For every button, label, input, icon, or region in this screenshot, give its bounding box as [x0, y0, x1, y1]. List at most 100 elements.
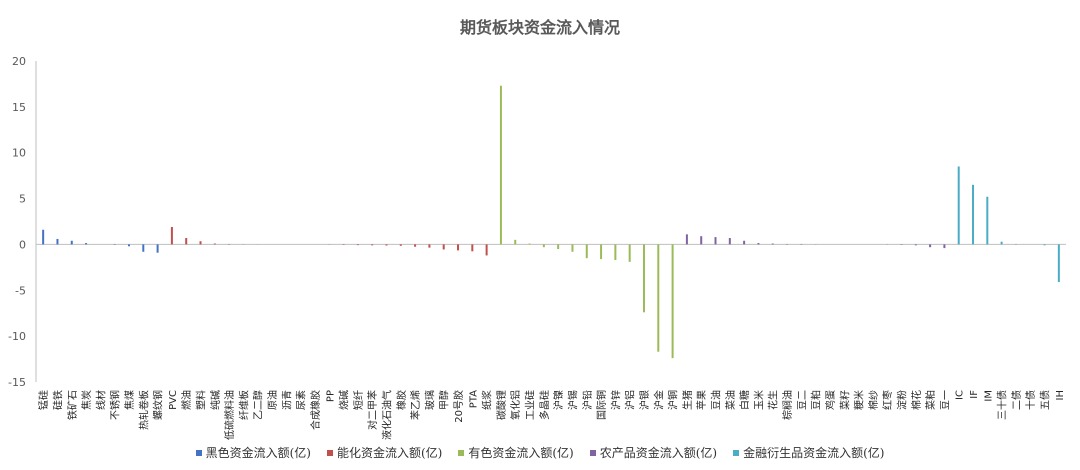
x-tick-label: 乙二醇 [252, 390, 265, 420]
y-tick-label: 0 [19, 238, 26, 251]
legend-item: 农产品资金流入额(亿) [589, 444, 717, 461]
bar [771, 243, 774, 245]
bar [385, 244, 388, 246]
x-tick-label: 硅铁 [51, 390, 64, 410]
bar [571, 244, 574, 252]
legend-swatch [458, 449, 465, 456]
x-tick-label: 短纤 [352, 390, 365, 410]
x-tick-label: 沪银 [638, 390, 651, 410]
x-tick-label: 对二甲苯 [366, 390, 379, 430]
legend: 黑色资金流入额(亿) 能化资金流入额(亿) 有色资金流入额(亿) 农产品资金流入额(亿… [0, 444, 1080, 461]
bar [156, 244, 159, 253]
x-tick-label: 五债 [1039, 390, 1052, 410]
x-tick-label: 豆一 [939, 390, 951, 410]
bar [428, 244, 431, 248]
x-tick-label: 沪锡 [566, 390, 579, 410]
x-tick-label: 玉米 [752, 390, 765, 410]
legend-swatch [733, 449, 740, 456]
bar [42, 229, 45, 245]
legend-label: 有色资金流入额(亿) [468, 446, 574, 460]
x-tick-label: 花生 [767, 390, 780, 410]
bar [371, 244, 374, 246]
bar [442, 244, 445, 250]
x-tick-label: 沪铜 [667, 390, 680, 410]
x-tick-label: 20号胶 [452, 390, 465, 423]
bar [185, 238, 188, 245]
x-tick-label: 鸡蛋 [824, 390, 837, 410]
chart-title: 期货板块资金流入情况 [459, 18, 620, 37]
bar [929, 244, 932, 248]
legend-item: 有色资金流入额(亿) [458, 444, 574, 461]
y-tick-label: -15 [8, 376, 26, 389]
x-tick-label: 沪金 [652, 390, 665, 410]
y-tick-label: -10 [8, 330, 26, 343]
x-tick-label: IM [983, 390, 994, 402]
y-tick-label: 10 [12, 147, 26, 160]
bar [514, 239, 517, 245]
bar [457, 244, 460, 251]
axis-layer [35, 61, 1066, 382]
x-tick-label: 燃油 [180, 390, 193, 410]
x-tick-label: 尿素 [295, 390, 308, 410]
x-tick-label: 多晶硅 [538, 390, 551, 420]
x-tick-label: 沪铅 [581, 390, 594, 410]
bar [499, 85, 502, 245]
x-tick-label: 玻璃 [423, 390, 436, 410]
x-tick-label: 棉纱 [867, 390, 880, 410]
x-tick-label: 液化石油气 [380, 390, 393, 440]
x-tick-label: 烧碱 [338, 390, 351, 410]
bar [642, 244, 645, 313]
x-tick-label: 塑料 [195, 390, 208, 410]
bar [213, 243, 216, 245]
bar [542, 244, 545, 248]
x-tick-label: 原油 [266, 390, 279, 410]
bar [600, 244, 603, 260]
bar [1057, 244, 1060, 283]
legend-item: 金融衍生品资金流入额(亿) [733, 444, 884, 461]
x-tick-label: 氧化铝 [509, 390, 522, 420]
bar [614, 244, 617, 261]
x-tick-label: 沥青 [280, 390, 293, 410]
x-tick-label: 菜籽 [839, 390, 851, 410]
x-tick-label: 螺纹钢 [152, 390, 165, 420]
y-tick-label: -5 [15, 284, 26, 297]
x-tick-label: 不锈钢 [109, 390, 122, 420]
x-tick-label: 国际铜 [596, 390, 608, 420]
legend-swatch [589, 449, 596, 456]
x-tick-label: 豆粕 [810, 390, 823, 410]
legend-label: 黑色资金流入额(亿) [205, 446, 311, 460]
x-tick-label: 二债 [1010, 390, 1023, 410]
legend-swatch [326, 449, 333, 456]
x-tick-label: 白糖 [738, 390, 751, 410]
x-tick-label: IF [969, 390, 980, 399]
x-tick-label: PVC [168, 390, 179, 410]
x-tick-label: 铁矿石 [66, 390, 79, 420]
x-tick-label: 焦炭 [80, 390, 93, 410]
x-tick-label: 锰硅 [37, 390, 50, 410]
x-tick-label: 沪锌 [609, 390, 622, 410]
bar [399, 244, 402, 246]
bar [56, 238, 59, 245]
bar [972, 184, 975, 245]
x-tick-label: 焦煤 [123, 390, 136, 410]
bar [914, 244, 917, 246]
x-tick-label: 棉花 [910, 390, 923, 410]
bar [657, 244, 660, 352]
bar [199, 241, 202, 245]
x-tick-label: 粳米 [853, 390, 866, 410]
legend-item: 黑色资金流入额(亿) [195, 444, 311, 461]
x-tick-label: PP [325, 390, 336, 402]
x-tick-label: 纯碱 [209, 390, 222, 410]
x-tick-label: 甲醇 [438, 390, 451, 410]
legend-label: 能化资金流入额(亿) [336, 446, 443, 460]
legend-item: 能化资金流入额(亿) [326, 444, 443, 461]
x-tick-label: 红枣 [881, 390, 894, 410]
x-tick-label: 生猪 [681, 390, 694, 410]
bar [85, 243, 88, 245]
bar [1043, 244, 1046, 246]
y-tick-label: 20 [12, 55, 26, 68]
bar [414, 244, 417, 247]
y-tick-label: 5 [19, 193, 26, 206]
bar [528, 243, 531, 245]
